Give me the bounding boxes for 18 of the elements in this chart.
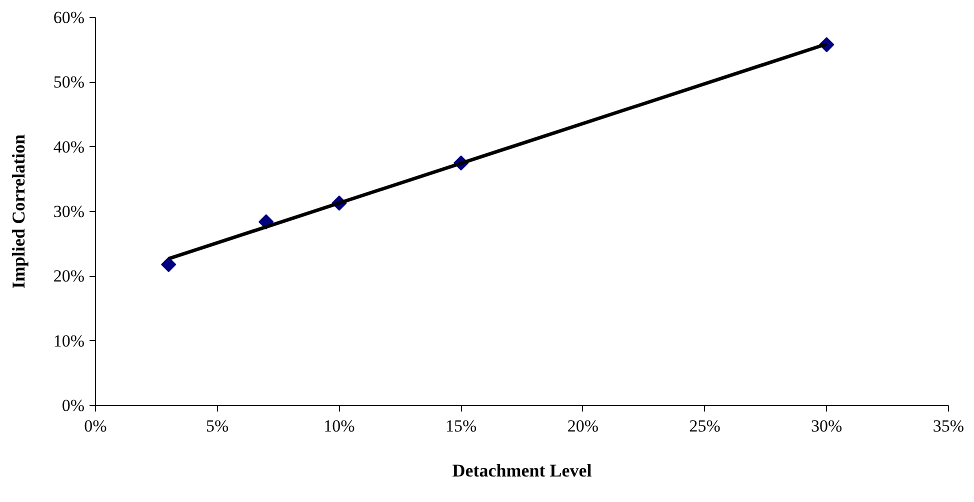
x-tick-label: 10% bbox=[324, 416, 355, 436]
y-tick-label: 40% bbox=[53, 137, 85, 156]
y-tick-label: 20% bbox=[53, 266, 85, 286]
y-tick-label: 30% bbox=[53, 202, 85, 221]
point bbox=[161, 256, 176, 272]
x-tick-label: 15% bbox=[445, 416, 477, 436]
x-tick-label: 20% bbox=[567, 416, 599, 436]
x-tick-label: 0% bbox=[84, 416, 107, 436]
x-tick-label: 30% bbox=[811, 416, 842, 436]
y-tick-label: 0% bbox=[62, 396, 85, 415]
y-tick-label: 60% bbox=[53, 8, 85, 27]
y-tick-label: 50% bbox=[53, 72, 85, 92]
x-tick-label: 25% bbox=[689, 416, 720, 436]
x-tick-label: 35% bbox=[932, 416, 964, 436]
x-axis-title: Detachment Level bbox=[452, 460, 592, 480]
y-tick-label: 10% bbox=[53, 331, 85, 350]
y-axis-title: Implied Correlation bbox=[8, 134, 28, 289]
x-tick-label: 5% bbox=[206, 416, 229, 436]
